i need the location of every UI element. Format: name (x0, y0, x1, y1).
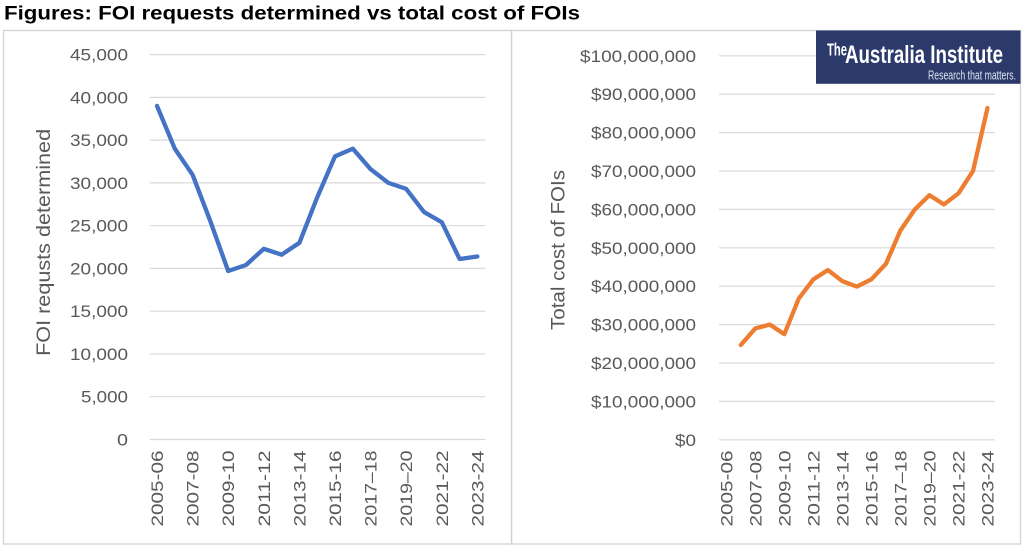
svg-text:0: 0 (117, 431, 128, 450)
svg-text:2005-06: 2005-06 (717, 451, 736, 527)
svg-text:2011-12: 2011-12 (255, 451, 274, 527)
svg-text:$0: $0 (675, 431, 696, 450)
svg-text:2005-06: 2005-06 (148, 451, 167, 527)
svg-text:Total cost of FOIs: Total cost of FOIs (548, 170, 569, 330)
svg-text:2013-14: 2013-14 (290, 451, 309, 527)
svg-text:2017–18: 2017–18 (362, 451, 381, 527)
svg-text:$50,000,000: $50,000,000 (591, 239, 696, 258)
svg-text:2017–18: 2017–18 (891, 451, 910, 527)
svg-text:2021-22: 2021-22 (950, 451, 969, 527)
svg-text:5,000: 5,000 (81, 388, 128, 407)
svg-text:2021-22: 2021-22 (433, 451, 452, 527)
svg-text:$60,000,000: $60,000,000 (591, 200, 696, 219)
svg-text:$30,000,000: $30,000,000 (591, 316, 696, 335)
svg-text:45,000: 45,000 (70, 46, 128, 65)
svg-text:$90,000,000: $90,000,000 (591, 85, 696, 104)
svg-text:2015-16: 2015-16 (862, 451, 881, 527)
svg-text:Australia Institute: Australia Institute (845, 41, 1003, 69)
svg-text:15,000: 15,000 (70, 302, 128, 321)
svg-text:10,000: 10,000 (70, 345, 128, 364)
svg-text:2011-12: 2011-12 (804, 451, 823, 527)
svg-text:$20,000,000: $20,000,000 (591, 354, 696, 373)
svg-text:$100,000,000: $100,000,000 (580, 47, 696, 66)
svg-text:Research that matters.: Research that matters. (928, 68, 1016, 82)
svg-text:$70,000,000: $70,000,000 (591, 162, 696, 181)
svg-text:$80,000,000: $80,000,000 (591, 124, 696, 143)
svg-text:2023-24: 2023-24 (979, 451, 998, 527)
svg-text:2019–20: 2019–20 (920, 451, 939, 527)
svg-text:2013-14: 2013-14 (833, 451, 852, 527)
svg-text:20,000: 20,000 (70, 259, 128, 278)
svg-text:FOI requsts determined: FOI requsts determined (34, 129, 55, 356)
svg-text:25,000: 25,000 (70, 217, 128, 236)
svg-text:2009-10: 2009-10 (775, 451, 794, 527)
svg-text:2019–20: 2019–20 (397, 451, 416, 527)
svg-text:2015-16: 2015-16 (326, 451, 345, 527)
svg-text:$10,000,000: $10,000,000 (591, 392, 696, 411)
svg-text:30,000: 30,000 (70, 174, 128, 193)
svg-text:The: The (827, 40, 847, 60)
svg-text:Figures: FOI requests determin: Figures: FOI requests determined vs tota… (4, 3, 580, 25)
svg-text:35,000: 35,000 (70, 131, 128, 150)
svg-text:2007-08: 2007-08 (746, 451, 765, 527)
svg-text:$40,000,000: $40,000,000 (591, 277, 696, 296)
svg-text:2009-10: 2009-10 (219, 451, 238, 527)
svg-text:2007-08: 2007-08 (184, 451, 203, 527)
svg-text:40,000: 40,000 (70, 88, 128, 107)
svg-text:2023-24: 2023-24 (468, 451, 487, 527)
